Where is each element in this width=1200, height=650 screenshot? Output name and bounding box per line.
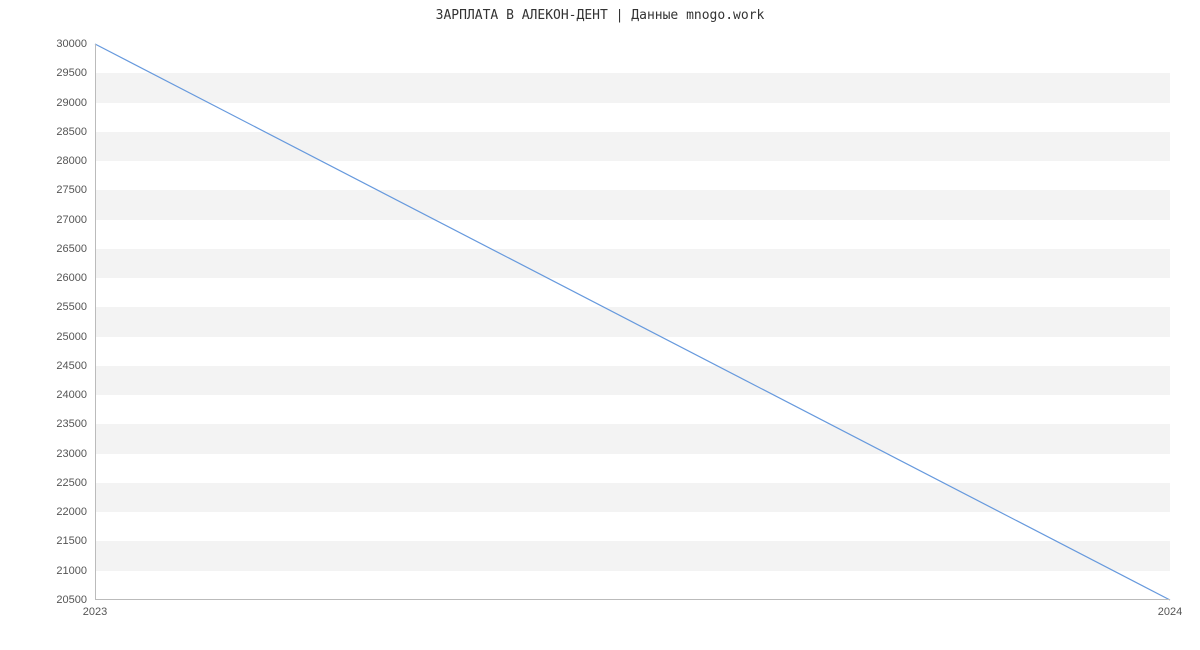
y-tick-label: 22500 [56, 477, 87, 489]
y-tick-label: 24500 [56, 360, 87, 372]
chart-title: ЗАРПЛАТА В АЛЕКОН-ДЕНТ | Данные mnogo.wo… [0, 8, 1200, 23]
y-tick-label: 21000 [56, 565, 87, 577]
plot-area: 2050021000215002200022500230002350024000… [95, 44, 1170, 600]
y-tick-label: 30000 [56, 38, 87, 50]
y-tick-label: 28000 [56, 155, 87, 167]
y-tick-label: 23000 [56, 448, 87, 460]
chart-container: ЗАРПЛАТА В АЛЕКОН-ДЕНТ | Данные mnogo.wo… [0, 0, 1200, 650]
y-tick-label: 20500 [56, 594, 87, 606]
x-tick-label: 2024 [1158, 606, 1182, 618]
y-tick-label: 26000 [56, 272, 87, 284]
y-tick-label: 29500 [56, 67, 87, 79]
y-tick-label: 25500 [56, 301, 87, 313]
y-tick-label: 25000 [56, 331, 87, 343]
y-tick-label: 28500 [56, 126, 87, 138]
y-tick-label: 22000 [56, 506, 87, 518]
y-tick-label: 27000 [56, 214, 87, 226]
x-axis-line [95, 599, 1170, 600]
y-tick-label: 27500 [56, 184, 87, 196]
y-tick-label: 24000 [56, 389, 87, 401]
y-tick-label: 29000 [56, 97, 87, 109]
x-tick-label: 2023 [83, 606, 107, 618]
line-layer [95, 44, 1170, 600]
y-tick-label: 23500 [56, 418, 87, 430]
y-tick-label: 21500 [56, 535, 87, 547]
series-line [95, 44, 1170, 600]
y-axis-line [95, 44, 96, 600]
y-tick-label: 26500 [56, 243, 87, 255]
